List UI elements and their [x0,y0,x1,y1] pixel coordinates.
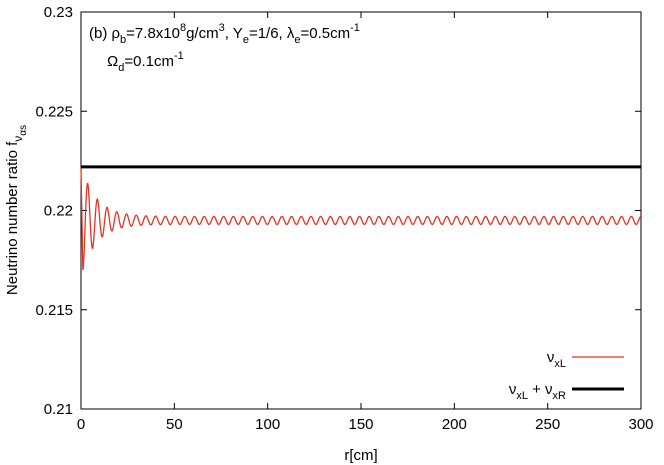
y-tick-label: 0.225 [35,103,73,120]
legend-label-nuxl-plus-nuxr: νxL + νxR [509,381,566,402]
y-axis-label-sub: ν [11,136,25,142]
x-tick-label: 300 [628,416,653,433]
annotation-line-1: (b) ρb=7.8x108g/cm3, Ye=1/6, λe=0.5cm-1 [89,22,360,46]
y-tick-label: 0.22 [44,203,73,220]
axis-tick-labels: 0 50 100 150 200 250 300 0.21 0.215 0.22 0.225 0.23 [35,4,653,433]
parameter-annotation: (b) ρb=7.8x108g/cm3, Ye=1/6, λe=0.5cm-1 … [89,22,360,74]
x-axis-label: r[cm] [344,447,377,464]
x-tick-label: 150 [348,416,373,433]
x-tick-label: 200 [442,416,467,433]
series-layer [80,165,642,271]
x-tick-label: 0 [77,416,85,433]
y-tick-label: 0.215 [35,302,73,319]
x-tick-label: 250 [535,416,560,433]
y-axis-label-subsub: αs [18,125,29,136]
legend-label-nuxl: νxL [547,349,566,370]
annotation-line-2: Ωd=0.1cm-1 [107,50,184,74]
y-tick-label: 0.23 [44,4,73,21]
plot-frame [80,11,642,410]
x-tick-label: 100 [255,416,280,433]
y-axis-label: Neutrino number ratio fναs [4,125,29,295]
legend-entry-nuxl: νxL [547,349,624,370]
legend-entry-nuxl-plus-nuxr: νxL + νxR [509,381,624,402]
axis-ticks [80,11,642,410]
y-tick-label: 0.21 [44,401,73,418]
series-line-nuxl [80,166,642,271]
legend: νxL νxL + νxR [509,349,624,402]
x-tick-label: 50 [166,416,183,433]
y-axis-label-main: Neutrino number ratio f [4,141,21,295]
